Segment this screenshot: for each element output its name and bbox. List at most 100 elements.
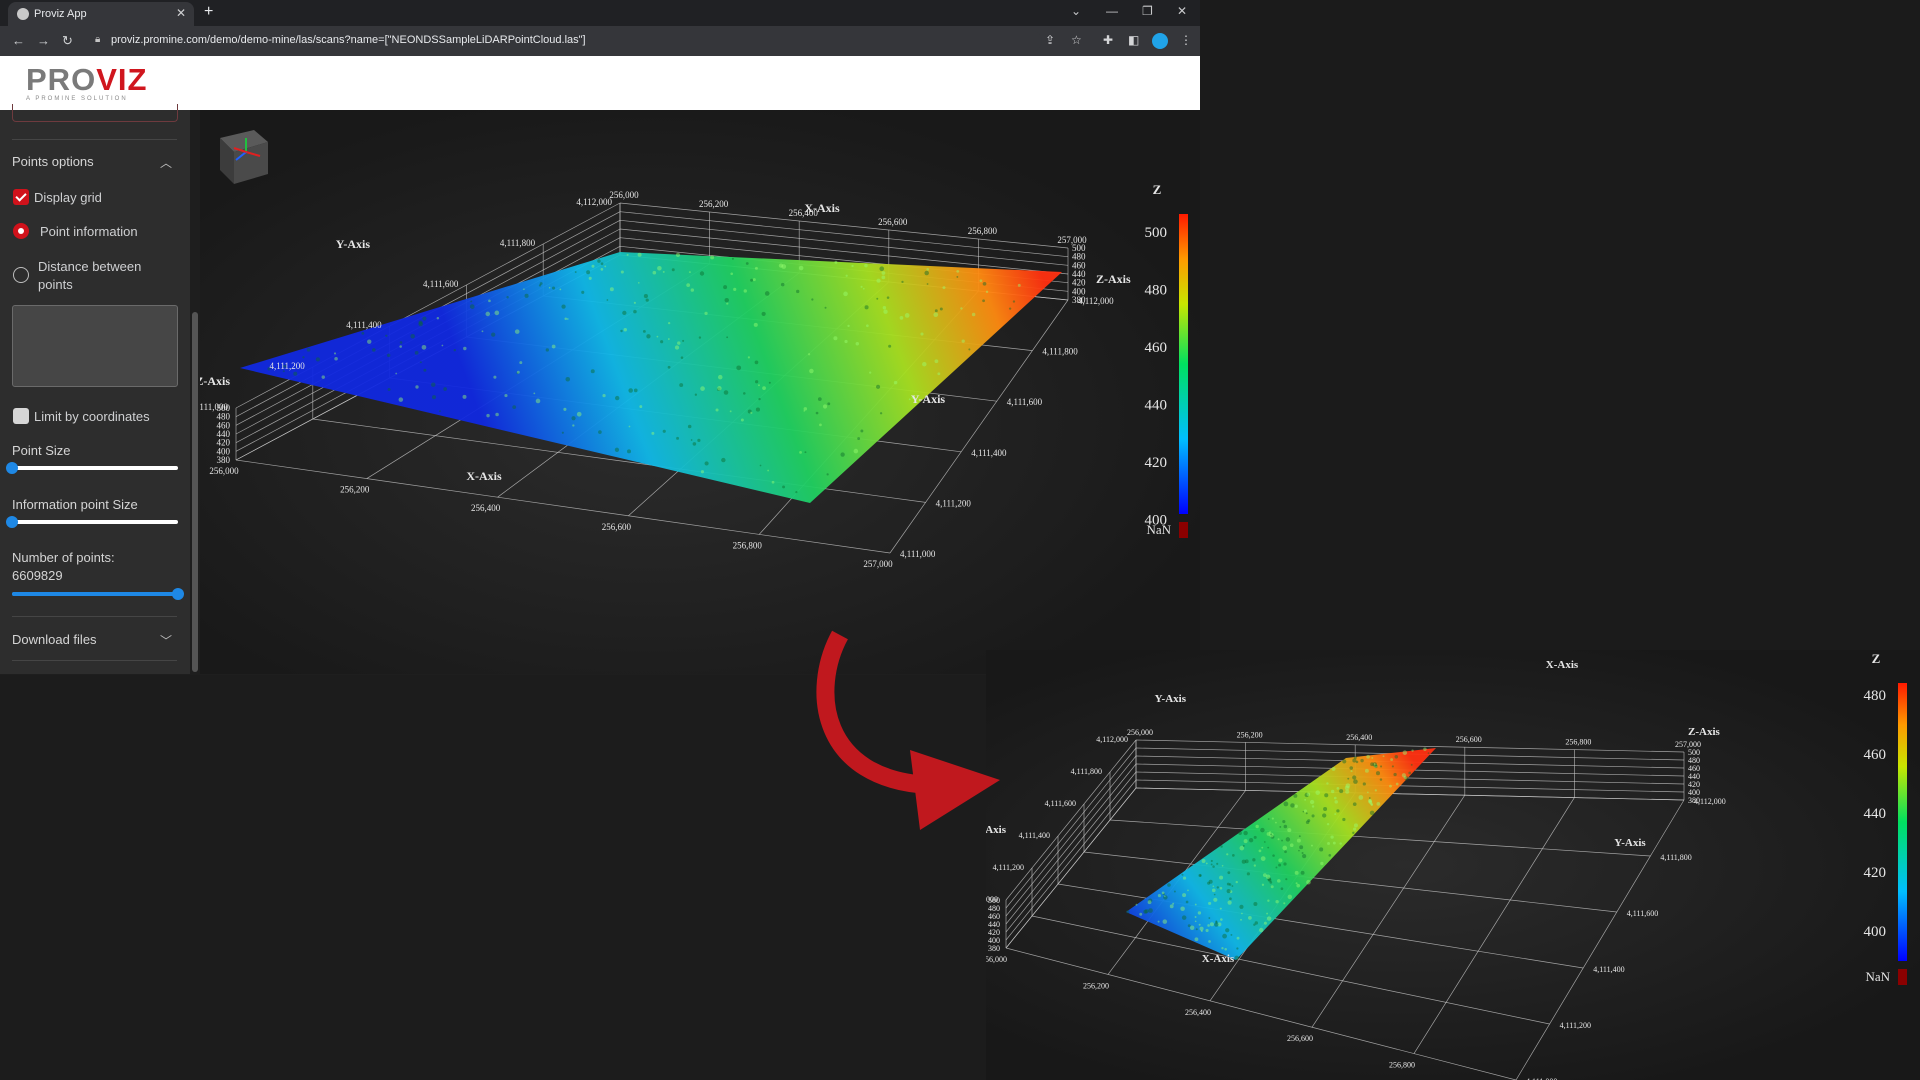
z-tick-left: 500 [988, 896, 1000, 905]
bookmark-star-icon[interactable]: ☆ [1071, 33, 1082, 47]
cloud-point [704, 311, 708, 316]
cloud-point [1275, 866, 1278, 869]
display-grid-checkbox[interactable] [13, 189, 29, 205]
cloud-point [470, 300, 473, 303]
divider [12, 660, 177, 661]
grid-line [619, 211, 1069, 258]
back-icon[interactable]: ← [12, 33, 25, 48]
cloud-point [956, 275, 959, 278]
cloud-point [1323, 807, 1328, 812]
point-cloud-plot[interactable]: 256,000 256,200 256,400 256,600 256,800 257,0… [200, 110, 1200, 674]
cloud-point [615, 395, 620, 401]
cloud-point [441, 344, 444, 347]
info-point-size-thumb[interactable] [6, 516, 18, 528]
number-of-points-thumb[interactable] [172, 588, 184, 600]
view-cube-icon[interactable] [210, 122, 274, 186]
x-tick-top: 256,600 [1456, 735, 1482, 744]
cloud-point [809, 368, 814, 374]
profile-avatar[interactable] [1152, 33, 1168, 49]
point-info-textarea[interactable] [12, 305, 178, 387]
cloud-point [1267, 846, 1270, 849]
x-tick-top: 256,600 [878, 217, 908, 227]
menu-icon[interactable]: ⋮ [1180, 33, 1192, 47]
cloud-point [743, 392, 746, 395]
cloud-point [1298, 849, 1300, 852]
cloud-point [1311, 814, 1315, 818]
y-tick-left: 4,112,000 [576, 197, 612, 207]
number-of-points-slider[interactable] [12, 588, 184, 600]
chevron-up-icon[interactable]: ︿ [160, 156, 173, 170]
cloud-point [1181, 915, 1187, 920]
sidebar-scrollbar[interactable] [192, 312, 198, 672]
points-options-header[interactable]: Points options [12, 154, 94, 169]
cloud-point [1236, 936, 1240, 940]
reload-icon[interactable]: ↻ [62, 33, 73, 48]
cloud-point [824, 306, 827, 309]
restore-icon[interactable]: ❐ [1142, 4, 1153, 18]
cloud-point [418, 321, 423, 327]
browser-tab[interactable]: Proviz App ✕ [8, 2, 194, 26]
point-cloud-viewport[interactable]: 256,000 256,200 256,400 256,600 256,800 257,0… [200, 110, 1200, 674]
cloud-point [1182, 893, 1187, 898]
legend-title: Z [1153, 182, 1162, 197]
cloud-point [606, 299, 609, 301]
cloud-point [926, 268, 930, 271]
cloud-point [1283, 862, 1287, 866]
url-text: proviz.promine.com/demo/demo-mine/las/sc… [111, 34, 586, 46]
cloud-point [671, 268, 675, 272]
close-window-icon[interactable]: ✕ [1177, 4, 1188, 18]
cloud-point [462, 394, 467, 399]
new-tab-icon[interactable]: + [204, 3, 214, 20]
y-tick-right: 4,111,200 [936, 498, 972, 508]
share-icon[interactable]: ⇪ [1045, 33, 1056, 47]
cloud-point [1259, 927, 1264, 933]
cloud-point [881, 271, 886, 275]
tab-search-icon[interactable]: ⌄ [1071, 4, 1082, 18]
cloud-point [937, 372, 941, 376]
point-information-radio[interactable] [13, 223, 29, 239]
limit-by-coordinates-checkbox[interactable] [13, 408, 29, 424]
grid-line [1005, 779, 1137, 941]
close-tab-icon[interactable]: ✕ [175, 6, 186, 20]
y-axis-label-right: Y-Axis [1614, 837, 1646, 849]
chevron-down-icon[interactable]: ﹀ [160, 634, 173, 648]
cloud-point [680, 356, 684, 359]
cloud-point [1278, 858, 1283, 863]
forward-icon[interactable]: → [37, 33, 50, 48]
cloud-point [961, 339, 965, 343]
y-tick-right: 4,111,600 [1007, 397, 1043, 407]
cloud-point [1207, 924, 1210, 927]
cloud-point [561, 431, 564, 434]
cloud-point [674, 345, 680, 350]
cloud-point [662, 270, 665, 273]
cloud-point [1164, 895, 1166, 898]
x-tick-top: 256,200 [699, 199, 729, 209]
cloud-point [851, 264, 854, 268]
cloud-point [443, 387, 447, 391]
url-field[interactable]: 🔒︎ proviz.promine.com/demo/demo-mine/las… [92, 30, 1042, 52]
proviz-logo[interactable]: PROVIZ [26, 62, 148, 97]
distance-between-points-radio[interactable] [13, 267, 29, 283]
info-point-size-slider[interactable] [6, 516, 178, 528]
cloud-point [811, 298, 814, 301]
cloud-point [1167, 883, 1171, 887]
cloud-point [572, 424, 575, 427]
cloud-point [1283, 801, 1289, 807]
point-size-thumb[interactable] [6, 462, 18, 474]
point-cloud-plot-second[interactable]: 256,000 256,200 256,400 256,600 256,800 257,0… [986, 650, 1920, 1080]
extensions-icon[interactable]: ✚ [1103, 33, 1114, 47]
cloud-point [283, 364, 287, 368]
sidebar-top-box [12, 104, 178, 122]
point-cloud-viewport-second[interactable]: 256,000 256,200 256,400 256,600 256,800 257,0… [986, 650, 1920, 1080]
cloud-point [660, 340, 664, 344]
point-size-slider[interactable] [6, 462, 178, 474]
cloud-point [1187, 889, 1189, 892]
cloud-point [682, 339, 685, 342]
x-tick-bottom: 256,600 [602, 522, 632, 532]
cloud-point [1242, 844, 1245, 847]
cloud-point [686, 283, 691, 288]
download-files-header[interactable]: Download files [12, 632, 97, 647]
side-panel-icon[interactable]: ◧ [1128, 33, 1140, 47]
cloud-point [590, 369, 595, 374]
minimize-icon[interactable]: — [1106, 4, 1118, 18]
